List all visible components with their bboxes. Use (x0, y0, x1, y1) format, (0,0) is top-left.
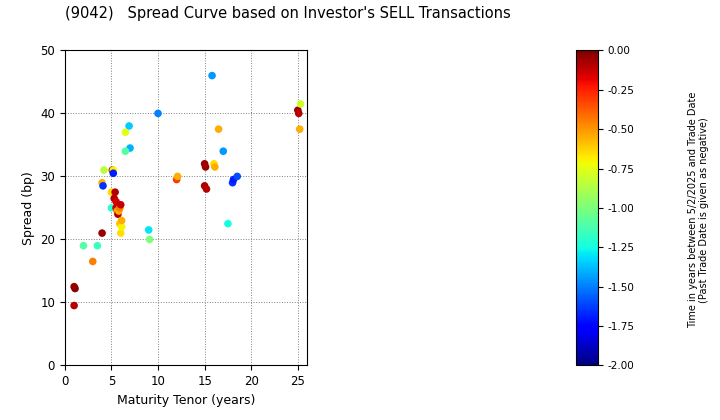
Point (91, 242, 103, 249)
Point (107, 167, 119, 173)
Point (208, 160, 220, 167)
Point (120, 129, 131, 136)
Point (295, 100, 307, 107)
Point (171, 176, 182, 183)
Text: (9042)   Spread Curve based on Investor's SELL Transactions: (9042) Spread Curve based on Investor's … (65, 6, 510, 21)
Point (114, 205, 125, 211)
Point (199, 160, 210, 167)
Point (114, 220, 125, 227)
Point (292, 107, 304, 113)
Point (213, 126, 225, 132)
Point (222, 220, 234, 227)
Point (68, 283, 80, 290)
Point (115, 201, 127, 208)
Point (199, 182, 210, 189)
Text: Time in years between 5/2/2025 and Trade Date
(Past Trade Date is given as negat: Time in years between 5/2/2025 and Trade… (688, 92, 709, 328)
Point (109, 189, 121, 196)
Point (201, 186, 212, 192)
Point (68, 302, 80, 309)
Point (293, 110, 305, 117)
Point (111, 208, 122, 214)
Point (98, 167, 109, 173)
Point (96, 230, 108, 236)
Point (106, 189, 117, 196)
Point (172, 173, 184, 180)
Point (96, 179, 108, 186)
Point (125, 144, 136, 151)
Point (97, 182, 109, 189)
Point (228, 176, 239, 183)
Point (87, 258, 99, 265)
Point (207, 72, 218, 79)
Point (107, 167, 118, 173)
Point (107, 170, 119, 176)
Point (115, 230, 127, 236)
Point (120, 148, 131, 155)
Point (209, 163, 220, 171)
Point (109, 195, 120, 202)
Point (112, 211, 124, 218)
Point (199, 163, 211, 171)
Point (78, 242, 89, 249)
Y-axis label: Spread (bp): Spread (bp) (22, 171, 35, 245)
Point (116, 223, 127, 230)
X-axis label: Maturity Tenor (years): Maturity Tenor (years) (117, 394, 255, 407)
Point (110, 205, 122, 211)
Point (143, 227, 155, 234)
Point (116, 217, 127, 224)
Point (113, 208, 125, 214)
Point (144, 236, 156, 243)
Point (217, 148, 229, 155)
Point (69, 285, 81, 292)
Point (294, 126, 305, 132)
Point (231, 173, 243, 180)
Point (123, 123, 135, 129)
Point (152, 110, 163, 117)
Point (106, 205, 117, 211)
Point (110, 198, 122, 205)
Point (227, 179, 238, 186)
